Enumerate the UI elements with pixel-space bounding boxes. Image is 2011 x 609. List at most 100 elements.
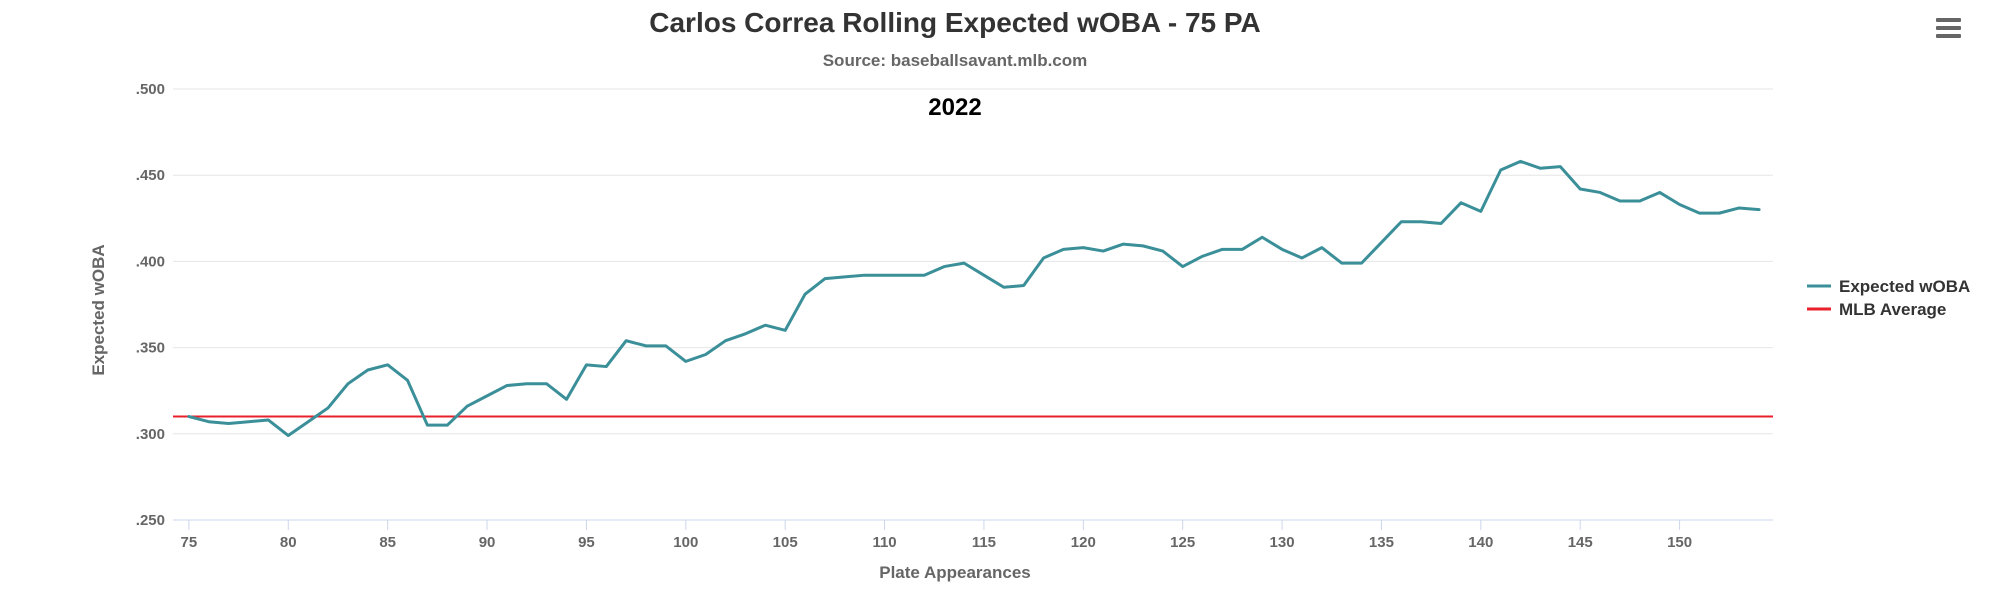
data-point-expected-woba[interactable] (980, 271, 988, 279)
x-tick-label: 150 (1667, 534, 1692, 551)
data-point-expected-woba[interactable] (900, 271, 908, 279)
data-point-expected-woba[interactable] (881, 271, 889, 279)
data-point-expected-woba[interactable] (602, 363, 610, 371)
data-point-expected-woba[interactable] (1497, 166, 1505, 174)
data-point-expected-woba[interactable] (1576, 185, 1584, 193)
x-tick-label: 110 (872, 534, 896, 551)
data-point-expected-woba[interactable] (960, 259, 968, 267)
data-point-expected-woba[interactable] (1477, 207, 1485, 215)
x-axis-title: Plate Appearances (879, 563, 1031, 582)
data-point-expected-woba[interactable] (324, 404, 332, 412)
data-point-expected-woba[interactable] (1397, 218, 1405, 226)
data-point-expected-woba[interactable] (920, 271, 928, 279)
data-point-expected-woba[interactable] (1318, 244, 1326, 252)
data-point-expected-woba[interactable] (1517, 157, 1525, 165)
data-point-expected-woba[interactable] (1000, 283, 1008, 291)
data-point-expected-woba[interactable] (662, 342, 670, 350)
data-point-expected-woba[interactable] (185, 413, 193, 421)
data-point-expected-woba[interactable] (344, 380, 352, 388)
x-tick-label: 140 (1468, 534, 1493, 551)
data-point-expected-woba[interactable] (384, 361, 392, 369)
data-point-expected-woba[interactable] (1695, 209, 1703, 217)
chart-menu-button[interactable] (1928, 11, 1968, 47)
data-point-expected-woba[interactable] (682, 357, 690, 365)
data-point-expected-woba[interactable] (1556, 163, 1564, 171)
data-point-expected-woba[interactable] (1735, 204, 1743, 212)
data-point-expected-woba[interactable] (1258, 233, 1266, 241)
data-point-expected-woba[interactable] (1179, 263, 1187, 271)
data-point-expected-woba[interactable] (1218, 245, 1226, 253)
data-point-expected-woba[interactable] (1536, 164, 1544, 172)
data-point-expected-woba[interactable] (463, 402, 471, 410)
legend-item-mlb-average[interactable]: MLB Average (1807, 300, 1946, 319)
y-tick-label: .350 (136, 340, 165, 357)
data-point-expected-woba[interactable] (1417, 218, 1425, 226)
data-point-expected-woba[interactable] (841, 273, 849, 281)
legend-label-expected-woba: Expected wOBA (1839, 277, 1970, 296)
data-point-expected-woba[interactable] (523, 380, 531, 388)
data-point-expected-woba[interactable] (1676, 201, 1684, 209)
data-point-expected-woba[interactable] (761, 321, 769, 329)
data-point-expected-woba[interactable] (722, 337, 730, 345)
data-point-expected-woba[interactable] (503, 382, 511, 390)
x-tick-label: 100 (673, 534, 698, 551)
data-point-expected-woba[interactable] (245, 418, 253, 426)
data-point-expected-woba[interactable] (284, 432, 292, 440)
data-point-expected-woba[interactable] (1139, 242, 1147, 250)
data-point-expected-woba[interactable] (1238, 245, 1246, 253)
data-point-expected-woba[interactable] (1119, 240, 1127, 248)
data-point-expected-woba[interactable] (1099, 247, 1107, 255)
data-point-expected-woba[interactable] (543, 380, 551, 388)
x-tick-label: 115 (972, 534, 996, 551)
chart-title: Carlos Correa Rolling Expected wOBA - 75… (649, 7, 1260, 38)
legend-item-expected-woba[interactable]: Expected wOBA (1807, 277, 1970, 296)
data-point-expected-woba[interactable] (1755, 206, 1763, 214)
data-point-expected-woba[interactable] (1159, 247, 1167, 255)
data-point-expected-woba[interactable] (1715, 209, 1723, 217)
x-tick-label: 130 (1270, 534, 1295, 551)
data-point-expected-woba[interactable] (781, 326, 789, 334)
data-point-expected-woba[interactable] (1616, 197, 1624, 205)
data-point-expected-woba[interactable] (563, 395, 571, 403)
data-point-expected-woba[interactable] (1636, 197, 1644, 205)
data-point-expected-woba[interactable] (1338, 259, 1346, 267)
data-point-expected-woba[interactable] (1079, 244, 1087, 252)
data-point-expected-woba[interactable] (1040, 254, 1048, 262)
data-point-expected-woba[interactable] (1358, 259, 1366, 267)
data-point-expected-woba[interactable] (443, 421, 451, 429)
data-point-expected-woba[interactable] (622, 337, 630, 345)
x-tick-label: 80 (280, 534, 297, 551)
data-point-expected-woba[interactable] (404, 376, 412, 384)
data-point-expected-woba[interactable] (264, 416, 272, 424)
data-point-expected-woba[interactable] (1199, 252, 1207, 260)
data-point-expected-woba[interactable] (1437, 219, 1445, 227)
data-point-expected-woba[interactable] (304, 418, 312, 426)
legend-label-mlb-average: MLB Average (1839, 300, 1946, 319)
data-point-expected-woba[interactable] (205, 418, 213, 426)
y-axis: .250 .300 .350 .400 .450 .500 (136, 81, 165, 529)
data-point-expected-woba[interactable] (1059, 245, 1067, 253)
data-point-expected-woba[interactable] (582, 361, 590, 369)
data-point-expected-woba[interactable] (1596, 188, 1604, 196)
data-point-expected-woba[interactable] (801, 290, 809, 298)
data-point-expected-woba[interactable] (1020, 282, 1028, 290)
data-point-expected-woba[interactable] (1377, 238, 1385, 246)
data-point-expected-woba[interactable] (861, 271, 869, 279)
data-point-expected-woba[interactable] (1298, 254, 1306, 262)
data-point-expected-woba[interactable] (364, 366, 372, 374)
data-point-expected-woba[interactable] (1457, 199, 1465, 207)
data-point-expected-woba[interactable] (1656, 188, 1664, 196)
data-point-expected-woba[interactable] (821, 275, 829, 283)
data-point-expected-woba[interactable] (483, 392, 491, 400)
data-point-expected-woba[interactable] (940, 263, 948, 271)
grid-layer (173, 88, 1773, 435)
y-tick-label: .500 (136, 81, 165, 98)
data-point-expected-woba[interactable] (702, 350, 710, 358)
data-point-expected-woba[interactable] (642, 342, 650, 350)
data-point-expected-woba[interactable] (741, 330, 749, 338)
data-point-expected-woba[interactable] (423, 421, 431, 429)
data-point-expected-woba[interactable] (1278, 245, 1286, 253)
data-point-expected-woba[interactable] (225, 419, 233, 427)
